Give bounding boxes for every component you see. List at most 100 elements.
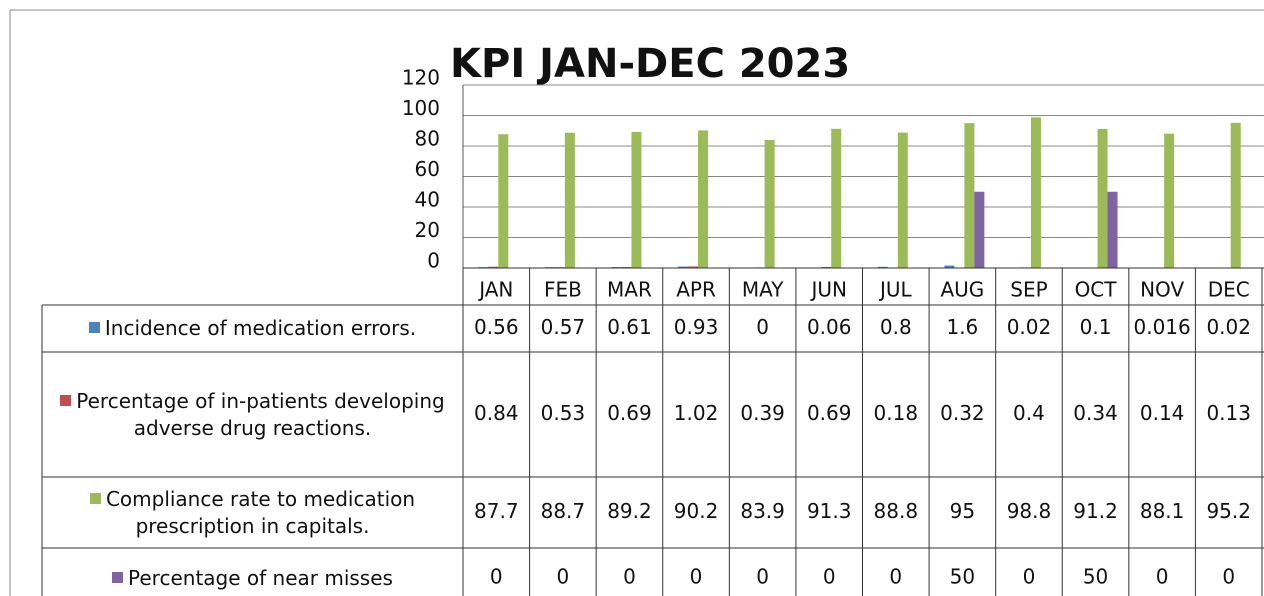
x-tick-label: AUG [940, 278, 984, 302]
y-tick-label: 120 [402, 66, 440, 90]
data-label: 0 [557, 565, 570, 589]
legend-label: Compliance rate to medication prescripti… [105, 486, 416, 538]
data-label: 50 [950, 565, 975, 589]
x-tick-label: MAR [607, 278, 652, 302]
y-tick-label: 0 [427, 249, 440, 273]
y-tick-label: 20 [415, 218, 440, 242]
data-label: 0.34 [1073, 401, 1118, 425]
chart-title: KPI JAN-DEC 2023 [450, 41, 850, 87]
x-tick-label: MAY [742, 278, 784, 302]
bar [621, 266, 632, 268]
y-tick-label: 40 [415, 188, 440, 212]
legend-label: Percentage of near misses [128, 565, 393, 590]
data-label: 0 [1023, 565, 1036, 589]
bar [488, 266, 499, 268]
data-label: 0.57 [541, 315, 586, 339]
data-label: 0.14 [1140, 401, 1185, 425]
x-tick-label: NOV [1140, 278, 1184, 302]
y-tick-label: 100 [402, 96, 440, 120]
data-label: 50 [1083, 565, 1108, 589]
legend-swatch [88, 322, 100, 333]
bar [1107, 191, 1118, 268]
data-label: 95.2 [1206, 499, 1251, 523]
data-label: 91.2 [1073, 499, 1118, 523]
x-tick-label: OCT [1075, 278, 1118, 302]
data-label: 88.8 [874, 499, 919, 523]
bar [678, 266, 689, 268]
data-label: 0.39 [740, 401, 785, 425]
bar [1097, 128, 1108, 268]
legend-entry: Percentage of in-patients developing adv… [50, 352, 455, 477]
data-label: 0.32 [940, 401, 985, 425]
data-label: 0.18 [874, 401, 919, 425]
bar [877, 266, 888, 268]
data-label: 0.53 [541, 401, 586, 425]
data-label: 88.7 [541, 499, 586, 523]
data-label: 0.4 [1013, 401, 1045, 425]
bar [831, 128, 842, 268]
data-label: 0.93 [674, 315, 719, 339]
data-label: 89.2 [607, 499, 652, 523]
x-tick-label: JUL [878, 278, 913, 302]
data-label: 0.02 [1007, 315, 1052, 339]
bar [498, 134, 509, 268]
data-label: 90.2 [674, 499, 719, 523]
legend-label: Incidence of medication errors. [104, 316, 417, 340]
data-label: 0 [1156, 565, 1169, 589]
data-label: 0.06 [807, 315, 852, 339]
data-label: 0.69 [807, 401, 852, 425]
data-label: 95 [950, 499, 975, 523]
data-label: 0.56 [474, 315, 519, 339]
bar [631, 131, 642, 268]
bar [821, 266, 832, 268]
bar [564, 132, 575, 268]
x-tick-label: APR [676, 278, 716, 302]
data-label: 0 [623, 565, 636, 589]
data-label: 0.84 [474, 401, 519, 425]
bar [1030, 117, 1041, 268]
legend-entry: Compliance rate to medication prescripti… [50, 477, 455, 548]
data-label: 83.9 [740, 499, 785, 523]
x-tick-label: DEC [1208, 278, 1250, 302]
y-tick-label: 80 [415, 127, 440, 151]
data-label: 0.016 [1133, 315, 1190, 339]
data-label: 0 [889, 565, 902, 589]
data-label: 0 [756, 565, 769, 589]
data-label: 87.7 [474, 499, 519, 523]
bar [1164, 133, 1175, 268]
data-label: 98.8 [1007, 499, 1052, 523]
legend-cell: Percentage of in-patients developing adv… [50, 352, 455, 477]
data-label: 1.02 [674, 401, 719, 425]
data-label: 88.1 [1140, 499, 1185, 523]
bar [764, 140, 775, 268]
legend-entry: Percentage of near misses [50, 548, 455, 596]
data-label: 91.3 [807, 499, 852, 523]
data-label: 0.8 [880, 315, 912, 339]
legend-label: Percentage of in-patients developing adv… [76, 388, 445, 440]
bar [964, 123, 975, 268]
legend-cell: Incidence of medication errors. [50, 305, 455, 352]
data-label: 0.69 [607, 401, 652, 425]
x-tick-label: JAN [477, 278, 513, 302]
data-label: 0 [1222, 565, 1235, 589]
data-label: 0.02 [1206, 315, 1251, 339]
bar [974, 191, 985, 268]
y-tick-label: 60 [415, 157, 440, 181]
legend-entry: Incidence of medication errors. [50, 305, 455, 352]
bar [897, 132, 908, 268]
data-label: 1.6 [946, 315, 978, 339]
x-tick-label: FEB [544, 278, 582, 302]
bar [688, 266, 699, 268]
x-tick-label: JUN [809, 278, 847, 302]
legend-cell: Percentage of near misses [50, 548, 455, 596]
legend-swatch [89, 492, 101, 504]
bar [944, 265, 955, 268]
bar [698, 130, 709, 268]
legend-swatch [60, 394, 72, 406]
bar [1230, 122, 1241, 268]
data-label: 0 [756, 315, 769, 339]
data-label: 0 [490, 565, 503, 589]
data-label: 0.61 [607, 315, 652, 339]
legend-swatch [112, 571, 124, 583]
